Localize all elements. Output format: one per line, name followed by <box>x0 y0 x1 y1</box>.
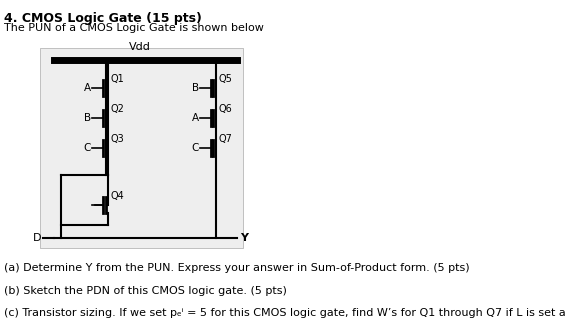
FancyBboxPatch shape <box>40 48 243 248</box>
Text: B: B <box>84 113 91 123</box>
Text: D: D <box>33 233 41 243</box>
Text: Q4: Q4 <box>111 191 125 201</box>
Text: The PUN of a CMOS Logic Gate is shown below: The PUN of a CMOS Logic Gate is shown be… <box>3 23 264 33</box>
Text: Q7: Q7 <box>218 134 232 144</box>
Text: A: A <box>84 83 91 93</box>
Text: 4. CMOS Logic Gate (15 pts): 4. CMOS Logic Gate (15 pts) <box>3 12 201 25</box>
Text: (c) Transistor sizing. If we set pₑⁱ = 5 for this CMOS logic gate, find W’s for : (c) Transistor sizing. If we set pₑⁱ = 5… <box>3 308 566 318</box>
Text: Vdd: Vdd <box>129 42 151 52</box>
Text: B: B <box>192 83 199 93</box>
Text: C: C <box>191 143 199 153</box>
Text: Q6: Q6 <box>218 104 232 114</box>
Text: Q3: Q3 <box>111 134 125 144</box>
Text: A: A <box>192 113 199 123</box>
Text: Q2: Q2 <box>111 104 125 114</box>
Text: C: C <box>84 143 91 153</box>
Text: Y: Y <box>240 233 248 243</box>
Text: (b) Sketch the PDN of this CMOS logic gate. (5 pts): (b) Sketch the PDN of this CMOS logic ga… <box>3 286 286 296</box>
Text: Q5: Q5 <box>218 74 232 84</box>
Text: Q1: Q1 <box>111 74 125 84</box>
Text: (a) Determine Y from the PUN. Express your answer in Sum-of-Product form. (5 pts: (a) Determine Y from the PUN. Express yo… <box>3 263 469 273</box>
